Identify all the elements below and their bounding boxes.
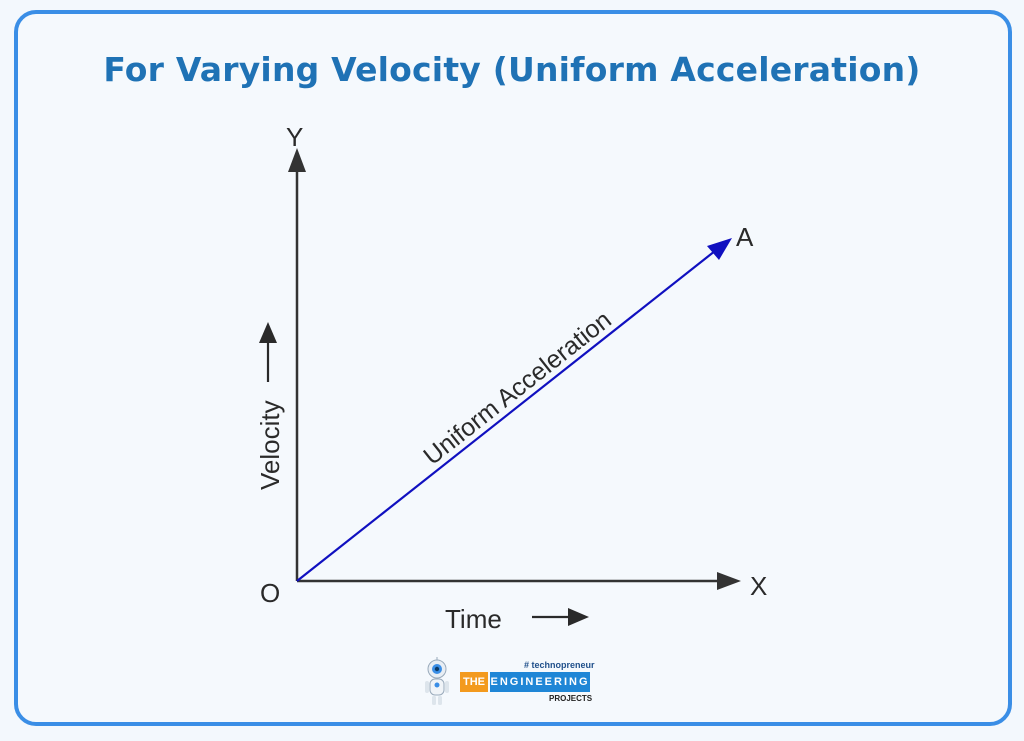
line-label: Uniform Acceleration xyxy=(418,306,616,471)
x-quantity-label: Time xyxy=(445,604,502,634)
x-axis-label: X xyxy=(750,571,767,601)
page-title: For Varying Velocity (Uniform Accelerati… xyxy=(103,50,921,89)
y-quantity-label: Velocity xyxy=(255,400,285,490)
time-direction-arrow-icon xyxy=(532,608,589,626)
card-frame xyxy=(14,10,1012,726)
y-axis-arrow-icon xyxy=(288,148,306,172)
point-a-label: A xyxy=(736,222,754,252)
origin-label: O xyxy=(260,578,280,608)
logo-word-the: THE xyxy=(460,672,488,692)
logo-word-projects: PROJECTS xyxy=(549,694,593,703)
robot-icon xyxy=(425,657,449,705)
acceleration-line xyxy=(296,246,721,582)
logo-word-engineering: ENGINEERING xyxy=(490,672,590,692)
x-axis-arrow-icon xyxy=(717,572,741,590)
acceleration-arrow-icon xyxy=(707,238,732,260)
brand-logo: # technopreneur THE ENGINEERING PROJECTS xyxy=(418,655,598,710)
logo-tagline: # technopreneur xyxy=(524,660,595,670)
y-axis-label: Y xyxy=(286,122,303,152)
velocity-direction-arrow-icon xyxy=(259,322,277,382)
